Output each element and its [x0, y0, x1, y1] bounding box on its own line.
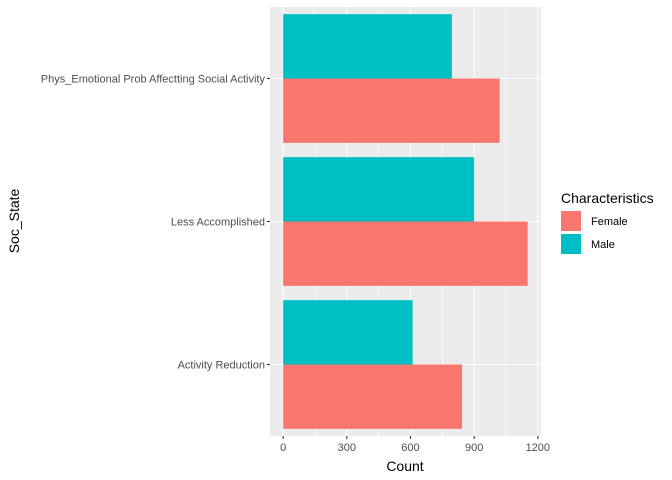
legend-title: Characteristics — [561, 190, 654, 206]
x-tick-label: 900 — [465, 442, 483, 454]
bars — [283, 14, 528, 429]
bar-male — [283, 300, 413, 365]
bar-male — [283, 157, 475, 222]
y-tick-label: Less Accomplished — [171, 217, 265, 229]
x-axis-title: Count — [386, 458, 423, 474]
legend-key-female — [561, 211, 581, 231]
y-tick-label: Phys_Emotional Prob Affectting Social Ac… — [41, 74, 266, 86]
x-tick-label: 1200 — [526, 442, 550, 454]
y-axis: Activity Reduction Less Accomplished Phys_… — [41, 74, 270, 372]
legend: Characteristics Female Male — [561, 190, 654, 254]
bar-female — [283, 364, 463, 429]
y-axis-title: Soc_State — [6, 188, 22, 253]
bar-female — [283, 78, 500, 143]
x-tick-label: 0 — [280, 442, 286, 454]
x-tick-label: 600 — [401, 442, 419, 454]
legend-label-female: Female — [591, 216, 628, 228]
x-axis: 0 300 600 900 1200 — [280, 436, 550, 454]
bar-female — [283, 221, 528, 286]
legend-label-male: Male — [591, 239, 615, 251]
x-tick-label: 300 — [338, 442, 356, 454]
y-tick-label: Activity Reduction — [178, 360, 265, 372]
bar-male — [283, 14, 452, 79]
legend-key-male — [561, 234, 581, 254]
